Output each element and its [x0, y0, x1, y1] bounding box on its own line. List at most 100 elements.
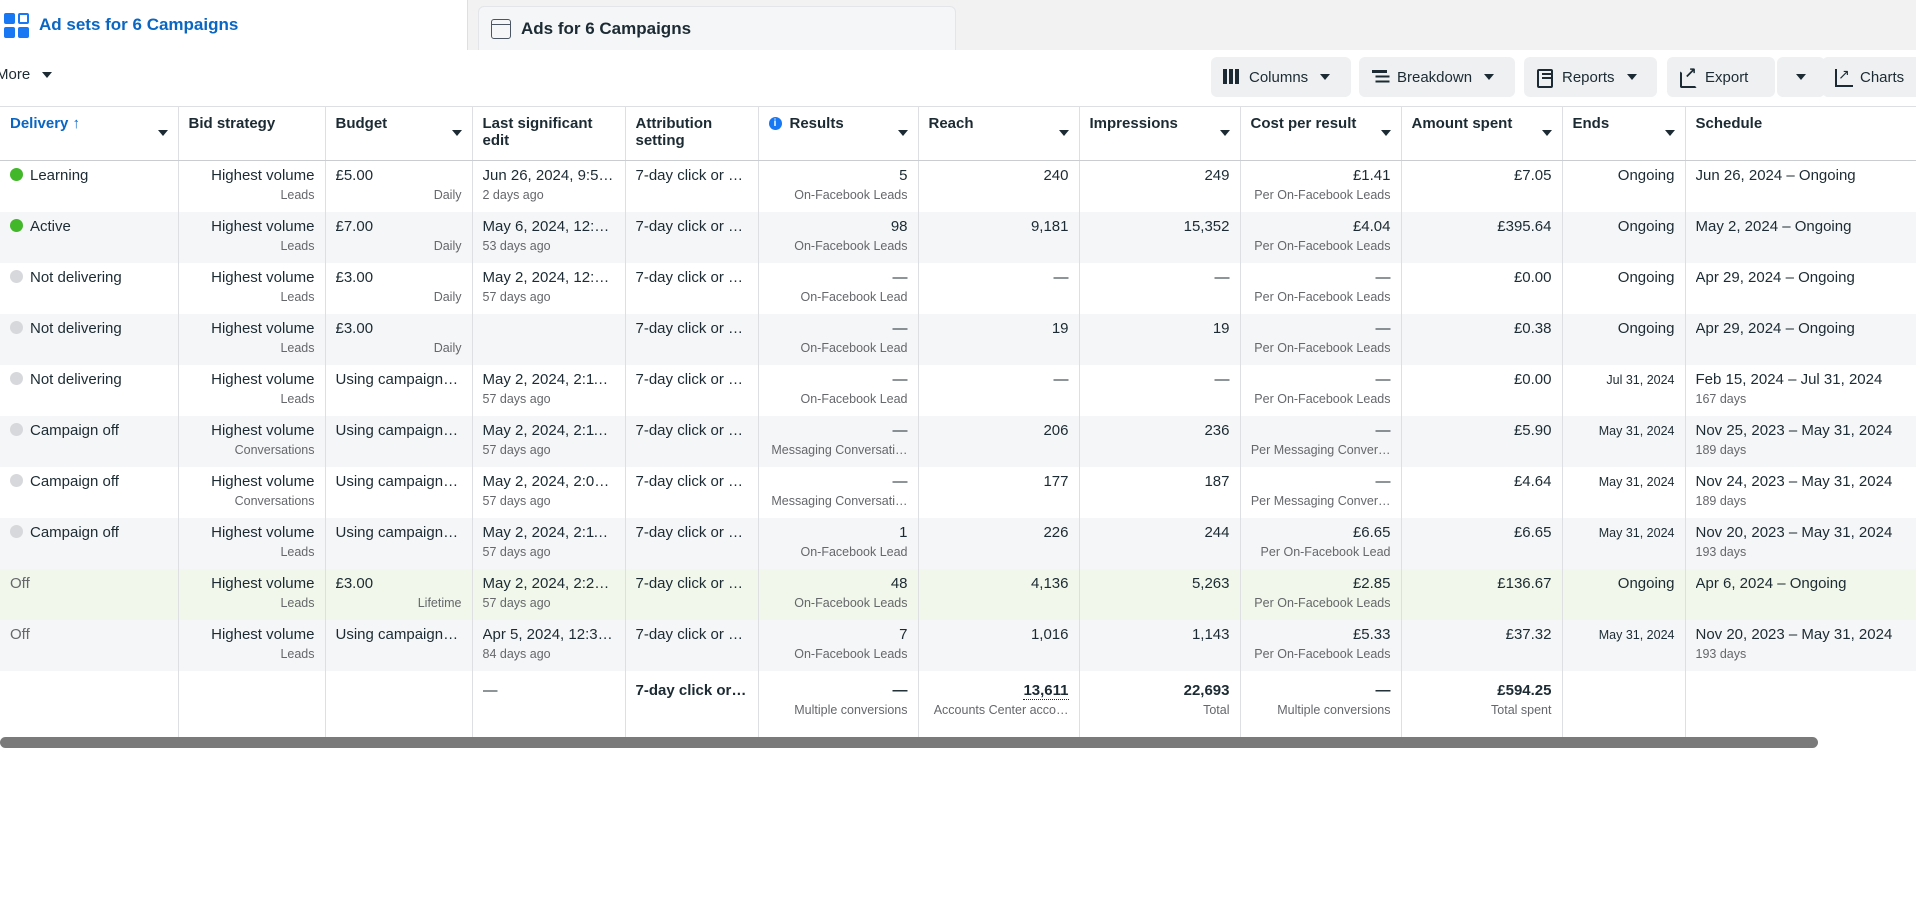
tab-ads[interactable]: Ads for 6 Campaigns: [478, 6, 956, 50]
chevron-down-icon[interactable]: [1058, 130, 1069, 136]
cell-budget[interactable]: Using campaign …: [325, 415, 473, 467]
table-row[interactable]: Off Highest volume Leads Using campaign …: [0, 619, 1916, 671]
cell-reach: 9,181: [918, 211, 1080, 263]
cell-budget[interactable]: Using campaign …: [325, 466, 473, 518]
column-header-schedule[interactable]: Schedule: [1685, 106, 1916, 161]
cell-budget[interactable]: £3.00 Daily: [325, 313, 473, 365]
column-header-last-edit[interactable]: Last significant edit: [472, 106, 626, 161]
column-header-ends[interactable]: Ends: [1562, 106, 1686, 161]
column-header-bid-strategy[interactable]: Bid strategy: [178, 106, 326, 161]
cell-ends: Ongoing: [1562, 262, 1686, 314]
last-edit-value: Jun 26, 2024, 9:5…: [482, 167, 614, 184]
table-row[interactable]: Not delivering Highest volume Leads Usin…: [0, 364, 1916, 416]
cell-bid-strategy[interactable]: Highest volume Conversations: [178, 466, 326, 518]
status-dot-icon: [10, 524, 23, 538]
cell-budget[interactable]: £7.00 Daily: [325, 211, 473, 263]
reports-button[interactable]: Reports: [1524, 57, 1657, 97]
cell-delivery: Not delivering: [0, 364, 179, 416]
cost-per-result-sub: Per Messaging Conver…: [1250, 493, 1391, 508]
cell-budget[interactable]: Using campaign …: [325, 619, 473, 671]
cell-schedule: Nov 20, 2023 – May 31, 2024 193 days: [1685, 619, 1916, 671]
horizontal-scrollbar[interactable]: [0, 737, 1818, 748]
charts-button[interactable]: Charts: [1822, 57, 1916, 97]
cell-schedule: Apr 6, 2024 – Ongoing: [1685, 568, 1916, 620]
totals-reach[interactable]: 13,611: [1023, 681, 1069, 700]
cell-last-edit: May 2, 2024, 12:0… 57 days ago: [472, 262, 626, 314]
cell-schedule: Apr 29, 2024 – Ongoing: [1685, 313, 1916, 365]
chevron-down-icon[interactable]: [897, 130, 908, 136]
ends-value: Ongoing: [1617, 574, 1675, 592]
table-row[interactable]: Off Highest volume Leads £3.00 Lifetime …: [0, 568, 1916, 620]
column-header-budget[interactable]: Budget: [325, 106, 473, 161]
cell-budget[interactable]: £3.00 Daily: [325, 262, 473, 314]
ends-value: May 31, 2024: [1598, 423, 1675, 438]
cell-bid-strategy[interactable]: Highest volume Leads: [178, 364, 326, 416]
table-row[interactable]: Learning Highest volume Leads £5.00 Dail…: [0, 160, 1916, 212]
chevron-down-icon[interactable]: [157, 130, 168, 136]
table-body: Learning Highest volume Leads £5.00 Dail…: [0, 160, 1916, 741]
amount-spent-value: £136.67: [1497, 574, 1552, 592]
chevron-down-icon[interactable]: [1664, 130, 1675, 136]
column-header-cost-per-result[interactable]: Cost per result: [1240, 106, 1402, 161]
cell-budget[interactable]: £5.00 Daily: [325, 160, 473, 212]
cell-bid-strategy[interactable]: Highest volume Leads: [178, 262, 326, 314]
more-dropdown[interactable]: More: [0, 66, 53, 83]
cell-reach: 19: [918, 313, 1080, 365]
cell-bid-strategy[interactable]: Highest volume Leads: [178, 517, 326, 569]
bid-strategy-value: Highest volume: [211, 625, 315, 643]
amount-spent-value: £395.64: [1497, 217, 1552, 235]
cell-budget[interactable]: Using campaign …: [325, 364, 473, 416]
cell-budget[interactable]: Using campaign …: [325, 517, 473, 569]
bid-strategy-value: Highest volume: [211, 370, 315, 388]
bid-strategy-value: Highest volume: [211, 523, 315, 541]
totals-amount-spent: £594.25: [1497, 681, 1552, 699]
bid-strategy-sub: Leads: [280, 646, 315, 661]
table-row[interactable]: Campaign off Highest volume Conversation…: [0, 466, 1916, 518]
schedule-value: May 2, 2024 – Ongoing: [1695, 217, 1852, 235]
export-options-button[interactable]: [1777, 57, 1825, 97]
chevron-down-icon[interactable]: [1380, 130, 1391, 136]
results-sub: On-Facebook Leads: [794, 646, 908, 661]
cell-bid-strategy[interactable]: Highest volume Leads: [178, 619, 326, 671]
status-dot-icon: [10, 371, 23, 385]
budget-value: £7.00: [335, 217, 374, 235]
totals-cell-budget: [325, 670, 473, 741]
cell-attribution: 7-day click or 1…: [625, 313, 759, 365]
cell-budget[interactable]: £3.00 Lifetime: [325, 568, 473, 620]
table-row[interactable]: Campaign off Highest volume Conversation…: [0, 415, 1916, 467]
column-header-amount-spent[interactable]: Amount spent: [1401, 106, 1563, 161]
chevron-down-icon[interactable]: [1219, 130, 1230, 136]
export-button[interactable]: Export: [1667, 57, 1775, 97]
breakdown-button[interactable]: Breakdown: [1359, 57, 1515, 97]
table-row[interactable]: Not delivering Highest volume Leads £3.0…: [0, 313, 1916, 365]
column-header-attribution[interactable]: Attribution setting: [625, 106, 759, 161]
table-row[interactable]: Not delivering Highest volume Leads £3.0…: [0, 262, 1916, 314]
column-header-reach[interactable]: Reach: [918, 106, 1080, 161]
cell-bid-strategy[interactable]: Highest volume Conversations: [178, 415, 326, 467]
results-sub: Messaging Conversati…: [771, 442, 908, 457]
cell-delivery: Campaign off: [0, 517, 179, 569]
last-edit-sub: 57 days ago: [482, 493, 551, 508]
cell-bid-strategy[interactable]: Highest volume Leads: [178, 160, 326, 212]
table-row[interactable]: Active Highest volume Leads £7.00 Daily …: [0, 211, 1916, 263]
cell-impressions: 249: [1079, 160, 1241, 212]
totals-cell-amount-spent: £594.25 Total spent: [1401, 670, 1563, 741]
column-header-impressions[interactable]: Impressions: [1079, 106, 1241, 161]
chevron-down-icon[interactable]: [1541, 130, 1552, 136]
cell-bid-strategy[interactable]: Highest volume Leads: [178, 211, 326, 263]
info-icon[interactable]: i: [768, 117, 782, 130]
column-header-results[interactable]: i Results: [758, 106, 919, 161]
columns-button[interactable]: Columns: [1211, 57, 1351, 97]
cell-results: 5 On-Facebook Leads: [758, 160, 919, 212]
chevron-down-icon[interactable]: [451, 130, 462, 136]
column-header-delivery[interactable]: Delivery ↑: [0, 106, 179, 161]
bid-strategy-value: Highest volume: [211, 217, 315, 235]
table-row[interactable]: Campaign off Highest volume Leads Using …: [0, 517, 1916, 569]
cell-ends: Ongoing: [1562, 313, 1686, 365]
tab-ad-sets[interactable]: Ad sets for 6 Campaigns: [0, 0, 468, 50]
cell-attribution: 7-day click or 1…: [625, 466, 759, 518]
cell-bid-strategy[interactable]: Highest volume Leads: [178, 568, 326, 620]
schedule-value: Apr 6, 2024 – Ongoing: [1695, 574, 1847, 592]
bid-strategy-sub: Conversations: [234, 442, 315, 457]
cell-bid-strategy[interactable]: Highest volume Leads: [178, 313, 326, 365]
